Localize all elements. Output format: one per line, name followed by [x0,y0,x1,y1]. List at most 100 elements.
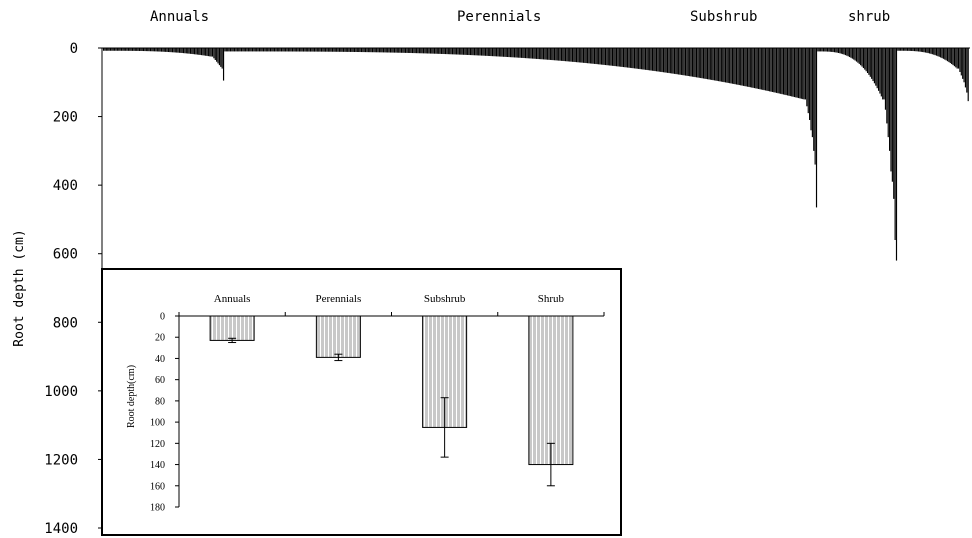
species-bar [108,48,110,51]
species-bar [333,48,335,52]
species-bar [942,48,944,59]
inset-plot: 0 20 40 60 80 100 120 140 160 180 Root depth(cm) An… [101,268,622,536]
species-bar [741,48,743,86]
inset-y-tick-label: 120 [150,439,165,450]
y-tick-label: 1400 [44,521,78,537]
species-bar [537,48,539,60]
species-bar [920,48,922,52]
species-bar [293,48,295,52]
species-bar [414,48,416,54]
species-bar [323,48,325,52]
species-bar [855,48,858,62]
species-bar [214,48,216,60]
species-bar [251,48,254,52]
species-bar [548,48,550,60]
species-bar [861,48,863,67]
species-bar [362,48,364,53]
species-bar [304,48,306,52]
species-bar [555,48,557,61]
species-bar [800,48,802,99]
species-bar [829,48,831,52]
species-bar [821,48,823,52]
species-bar [431,48,433,54]
species-bar [498,48,500,57]
species-bar [584,48,586,63]
species-bar [260,48,262,52]
species-bar [726,48,728,83]
species-bar [195,48,197,55]
species-bar [522,48,524,58]
species-bar [862,48,864,69]
species-bar [170,48,172,53]
species-bar [417,48,419,54]
species-bar [122,48,124,51]
species-bar [898,48,900,51]
species-bar [762,48,764,90]
species-bar [916,48,918,52]
species-bar [222,48,225,81]
species-bar [880,48,882,97]
species-bar [915,48,917,52]
species-bar [453,48,455,55]
species-bar [261,48,263,52]
species-bar [793,48,796,98]
species-bar [607,48,609,66]
species-bar [529,48,531,59]
species-bar [617,48,619,67]
species-bar [141,48,143,52]
species-bar [718,48,720,82]
species-bar [504,48,506,57]
species-bar [813,48,815,151]
species-bar [788,48,790,96]
species-bar [282,48,284,52]
species-bar [450,48,452,55]
species-bar [176,48,178,53]
y-tick-label: 600 [53,247,78,263]
species-bar [171,48,174,53]
species-bar [530,48,532,59]
species-bar [147,48,149,52]
species-bar [388,48,390,53]
species-bar [536,48,538,59]
species-bar [803,48,805,100]
species-bar [245,48,247,52]
species-bar [418,48,420,54]
species-bar [373,48,375,53]
species-bar [702,48,705,79]
species-bar [243,48,245,52]
species-bar [258,48,260,52]
species-bar [387,48,389,53]
species-bar [451,48,454,55]
species-bar [322,48,324,52]
species-bar [763,48,765,91]
species-bar [420,48,422,54]
species-bar [516,48,518,58]
species-bar [642,48,644,70]
inset-category-label: Annuals [214,293,251,305]
species-bar [133,48,135,51]
species-bar [413,48,415,54]
species-bar [585,48,587,64]
species-bar [719,48,721,82]
species-bar [527,48,529,59]
species-bar [559,48,561,61]
species-bar [639,48,641,70]
species-bar [316,48,318,52]
species-bar [152,48,154,52]
species-bar [558,48,560,61]
species-bar [959,48,961,72]
species-bar [479,48,481,56]
species-bar [738,48,740,86]
species-bar [126,48,128,51]
species-bar [549,48,551,60]
species-bar [119,48,121,51]
species-bar [635,48,637,69]
species-bar [889,48,891,151]
species-bar [203,48,205,56]
species-bar [917,48,920,52]
species-bar [396,48,398,53]
species-bar [815,48,818,208]
species-bar [155,48,157,52]
species-bar [810,48,812,131]
